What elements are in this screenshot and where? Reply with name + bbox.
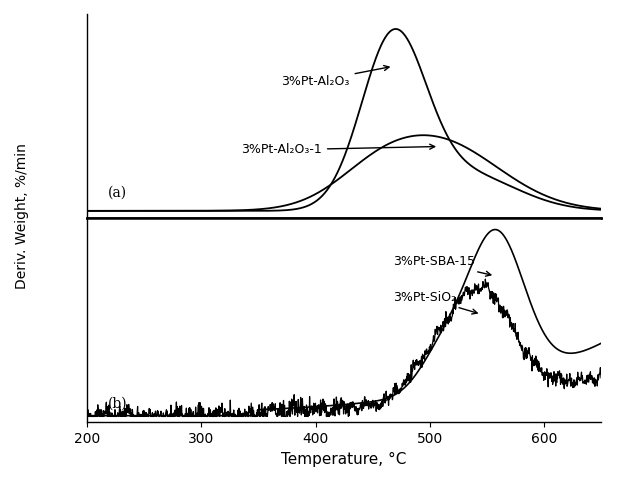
Text: (a): (a) <box>107 186 126 200</box>
Text: Deriv. Weight, %/min: Deriv. Weight, %/min <box>15 143 29 289</box>
Text: 3%Pt-Al₂O₃: 3%Pt-Al₂O₃ <box>281 66 389 88</box>
Text: (b): (b) <box>107 396 127 410</box>
Text: 3%Pt-Al₂O₃-1: 3%Pt-Al₂O₃-1 <box>241 144 435 156</box>
Text: 3%Pt-SBA-15: 3%Pt-SBA-15 <box>393 255 491 276</box>
X-axis label: Temperature, °C: Temperature, °C <box>281 452 407 467</box>
Text: 3%Pt-SiO₂: 3%Pt-SiO₂ <box>393 291 477 314</box>
